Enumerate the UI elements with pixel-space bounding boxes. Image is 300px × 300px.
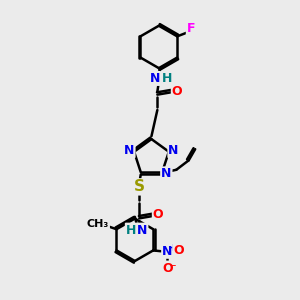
Text: S: S (134, 179, 146, 194)
Text: N: N (168, 144, 179, 157)
Text: O: O (172, 85, 182, 98)
Text: N: N (124, 144, 135, 157)
Text: CH₃: CH₃ (87, 220, 109, 230)
Text: F: F (187, 22, 195, 35)
Text: H: H (162, 72, 172, 85)
Text: N: N (150, 72, 160, 85)
Text: O: O (153, 208, 164, 221)
Text: ⁻: ⁻ (169, 262, 176, 275)
Text: H: H (126, 224, 136, 237)
Text: O: O (173, 244, 184, 257)
Text: O: O (162, 262, 173, 275)
Text: +: + (169, 243, 177, 253)
Text: N: N (137, 224, 147, 237)
Text: N: N (161, 167, 172, 180)
Text: N: N (162, 245, 172, 258)
